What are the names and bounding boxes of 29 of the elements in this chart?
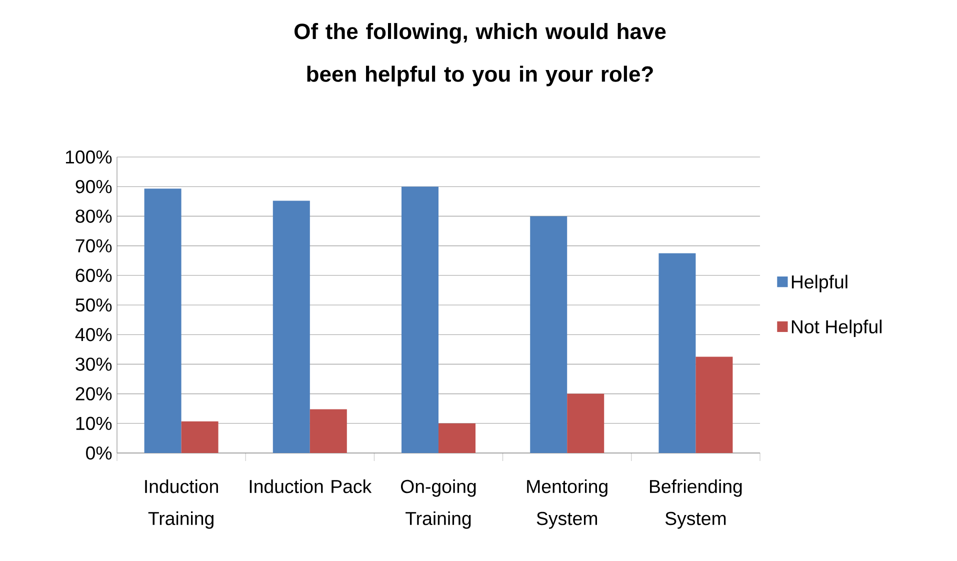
bar: [438, 423, 476, 453]
y-tick-label: 80%: [76, 210, 112, 223]
chart-title: Of the following, which would have been helpful to you in your role?: [294, 23, 666, 86]
x-tick-label: Befriending System: [650, 479, 742, 529]
y-tick-label: 10%: [76, 416, 112, 430]
y-tick-label: 50%: [76, 298, 112, 312]
bar: [402, 186, 438, 453]
y-tick-label: 20%: [76, 387, 112, 400]
x-tick-label: Mentoring System: [527, 479, 608, 529]
y-tick-label: 0%: [86, 446, 112, 460]
y-tick-label: 60%: [76, 268, 112, 282]
y-tick-label: 100%: [66, 150, 112, 164]
bar: [567, 394, 604, 453]
legend-label: Not Helpful: [792, 320, 882, 338]
x-tick-label: On-going Training: [400, 479, 476, 529]
bar: [272, 200, 310, 453]
bar: [310, 409, 347, 453]
x-tick-label: Induction Training: [145, 479, 218, 529]
legend-label: Helpful: [792, 274, 848, 292]
x-tick-label: Induction Pack: [250, 479, 372, 494]
y-tick-label: 90%: [76, 180, 112, 194]
bar: [144, 188, 182, 453]
bar: [658, 253, 696, 453]
bar: [696, 356, 733, 453]
y-tick-label: 70%: [76, 239, 112, 252]
y-tick-label: 30%: [76, 358, 112, 371]
y-tick-label: 40%: [75, 328, 112, 342]
bar: [181, 421, 218, 453]
bar: [530, 216, 568, 453]
